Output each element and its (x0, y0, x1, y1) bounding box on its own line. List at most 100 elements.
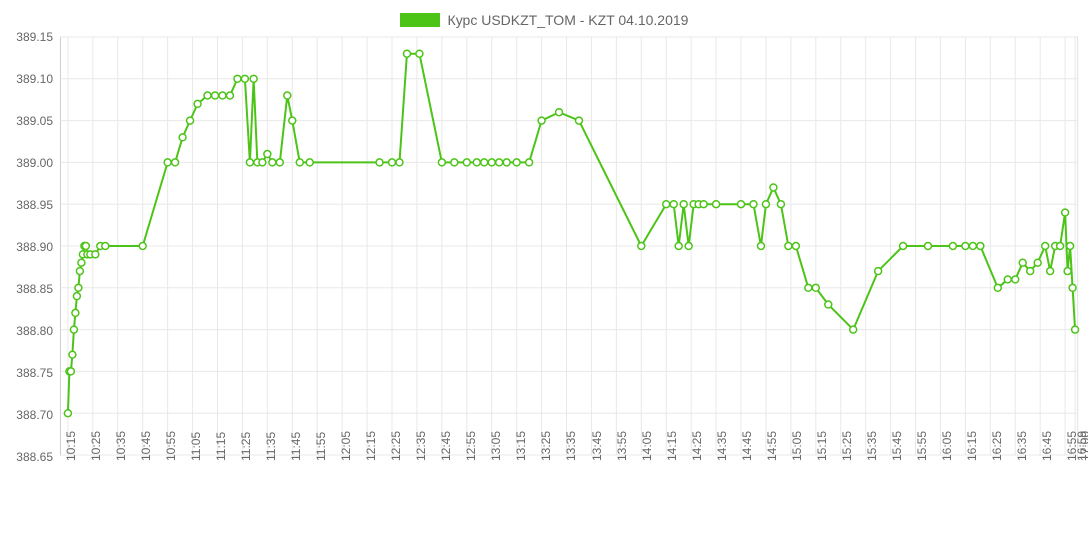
data-point (269, 159, 276, 166)
data-point (1012, 276, 1019, 283)
data-point (64, 410, 71, 417)
data-point (187, 117, 194, 124)
x-tick-label: 11:25 (239, 432, 253, 461)
x-tick-label: 16:05 (940, 431, 954, 461)
x-tick-label: 12:45 (439, 431, 453, 461)
x-tick-label: 10:45 (139, 431, 153, 461)
data-point (1042, 243, 1049, 250)
data-point (638, 243, 645, 250)
plot-area: 388.65388.70388.75388.80388.85388.90388.… (58, 36, 1080, 456)
y-tick-label: 389.10 (16, 72, 59, 86)
x-tick-label: 10:15 (64, 431, 78, 461)
data-point (246, 159, 253, 166)
data-point (76, 268, 83, 275)
data-point (276, 159, 283, 166)
data-point (194, 100, 201, 107)
data-point (792, 243, 799, 250)
x-tick-label: 14:35 (715, 431, 729, 461)
data-point (925, 243, 932, 250)
x-tick-label: 15:45 (890, 431, 904, 461)
x-tick-label: 14:05 (640, 431, 654, 461)
data-point (1027, 268, 1034, 275)
data-point (812, 284, 819, 291)
x-tick-label: 14:45 (740, 431, 754, 461)
y-tick-label: 388.75 (16, 366, 59, 380)
x-tick-label: 12:15 (364, 431, 378, 461)
data-point (777, 201, 784, 208)
data-point (750, 201, 757, 208)
data-point (680, 201, 687, 208)
data-point (1069, 284, 1076, 291)
data-point (670, 201, 677, 208)
data-point (969, 243, 976, 250)
x-tick-label: 16:15 (965, 431, 979, 461)
data-point (306, 159, 313, 166)
data-point (481, 159, 488, 166)
data-point (738, 201, 745, 208)
data-point (473, 159, 480, 166)
data-point (67, 368, 74, 375)
data-point (770, 184, 777, 191)
data-point (875, 268, 882, 275)
data-point (102, 243, 109, 250)
data-point (259, 159, 266, 166)
x-tick-label: 15:35 (865, 431, 879, 461)
y-tick-label: 389.05 (16, 114, 59, 128)
data-point (1034, 259, 1041, 266)
data-point (488, 159, 495, 166)
data-point (69, 351, 76, 358)
x-tick-label: 11:45 (289, 432, 303, 461)
data-point (73, 293, 80, 300)
x-tick-label: 10:35 (114, 431, 128, 461)
x-tick-label: 13:45 (590, 431, 604, 461)
data-point (685, 243, 692, 250)
data-point (1062, 209, 1069, 216)
data-point (179, 134, 186, 141)
data-point (164, 159, 171, 166)
data-point (250, 75, 257, 82)
data-point (451, 159, 458, 166)
data-point (463, 159, 470, 166)
data-point (389, 159, 396, 166)
data-point (762, 201, 769, 208)
data-point (556, 109, 563, 116)
x-tick-label: 15:05 (790, 431, 804, 461)
x-tick-label: 10:55 (164, 431, 178, 461)
data-point (75, 284, 82, 291)
y-tick-label: 388.70 (16, 408, 59, 422)
data-point (284, 92, 291, 99)
x-tick-label: 15:55 (915, 431, 929, 461)
data-point (82, 243, 89, 250)
data-point (376, 159, 383, 166)
data-point (1004, 276, 1011, 283)
x-tick-label: 15:25 (840, 431, 854, 461)
y-tick-label: 388.80 (16, 324, 59, 338)
x-tick-label: 13:55 (615, 431, 629, 461)
data-point (805, 284, 812, 291)
data-point (241, 75, 248, 82)
data-point (994, 284, 1001, 291)
data-point (1072, 326, 1079, 333)
x-tick-label: 15:15 (815, 431, 829, 461)
data-point (92, 251, 99, 258)
x-tick-label: 11:05 (189, 432, 203, 461)
data-point (212, 92, 219, 99)
x-tick-label: 12:25 (389, 431, 403, 461)
data-point (900, 243, 907, 250)
data-point (78, 259, 85, 266)
data-point (675, 243, 682, 250)
data-series (59, 37, 1079, 455)
data-point (172, 159, 179, 166)
x-tick-label: 10:25 (89, 431, 103, 461)
x-tick-label: 11:15 (214, 432, 228, 461)
data-point (1064, 268, 1071, 275)
x-tick-label: 13:05 (489, 431, 503, 461)
data-point (204, 92, 211, 99)
data-point (396, 159, 403, 166)
chart-legend: Курс USDKZT_TOM - KZT 04.10.2019 (8, 8, 1080, 32)
x-tick-label: 13:35 (564, 431, 578, 461)
data-point (977, 243, 984, 250)
x-tick-label: 13:25 (539, 431, 553, 461)
x-tick-label: 14:15 (665, 431, 679, 461)
x-tick-label: 11:55 (314, 432, 328, 461)
